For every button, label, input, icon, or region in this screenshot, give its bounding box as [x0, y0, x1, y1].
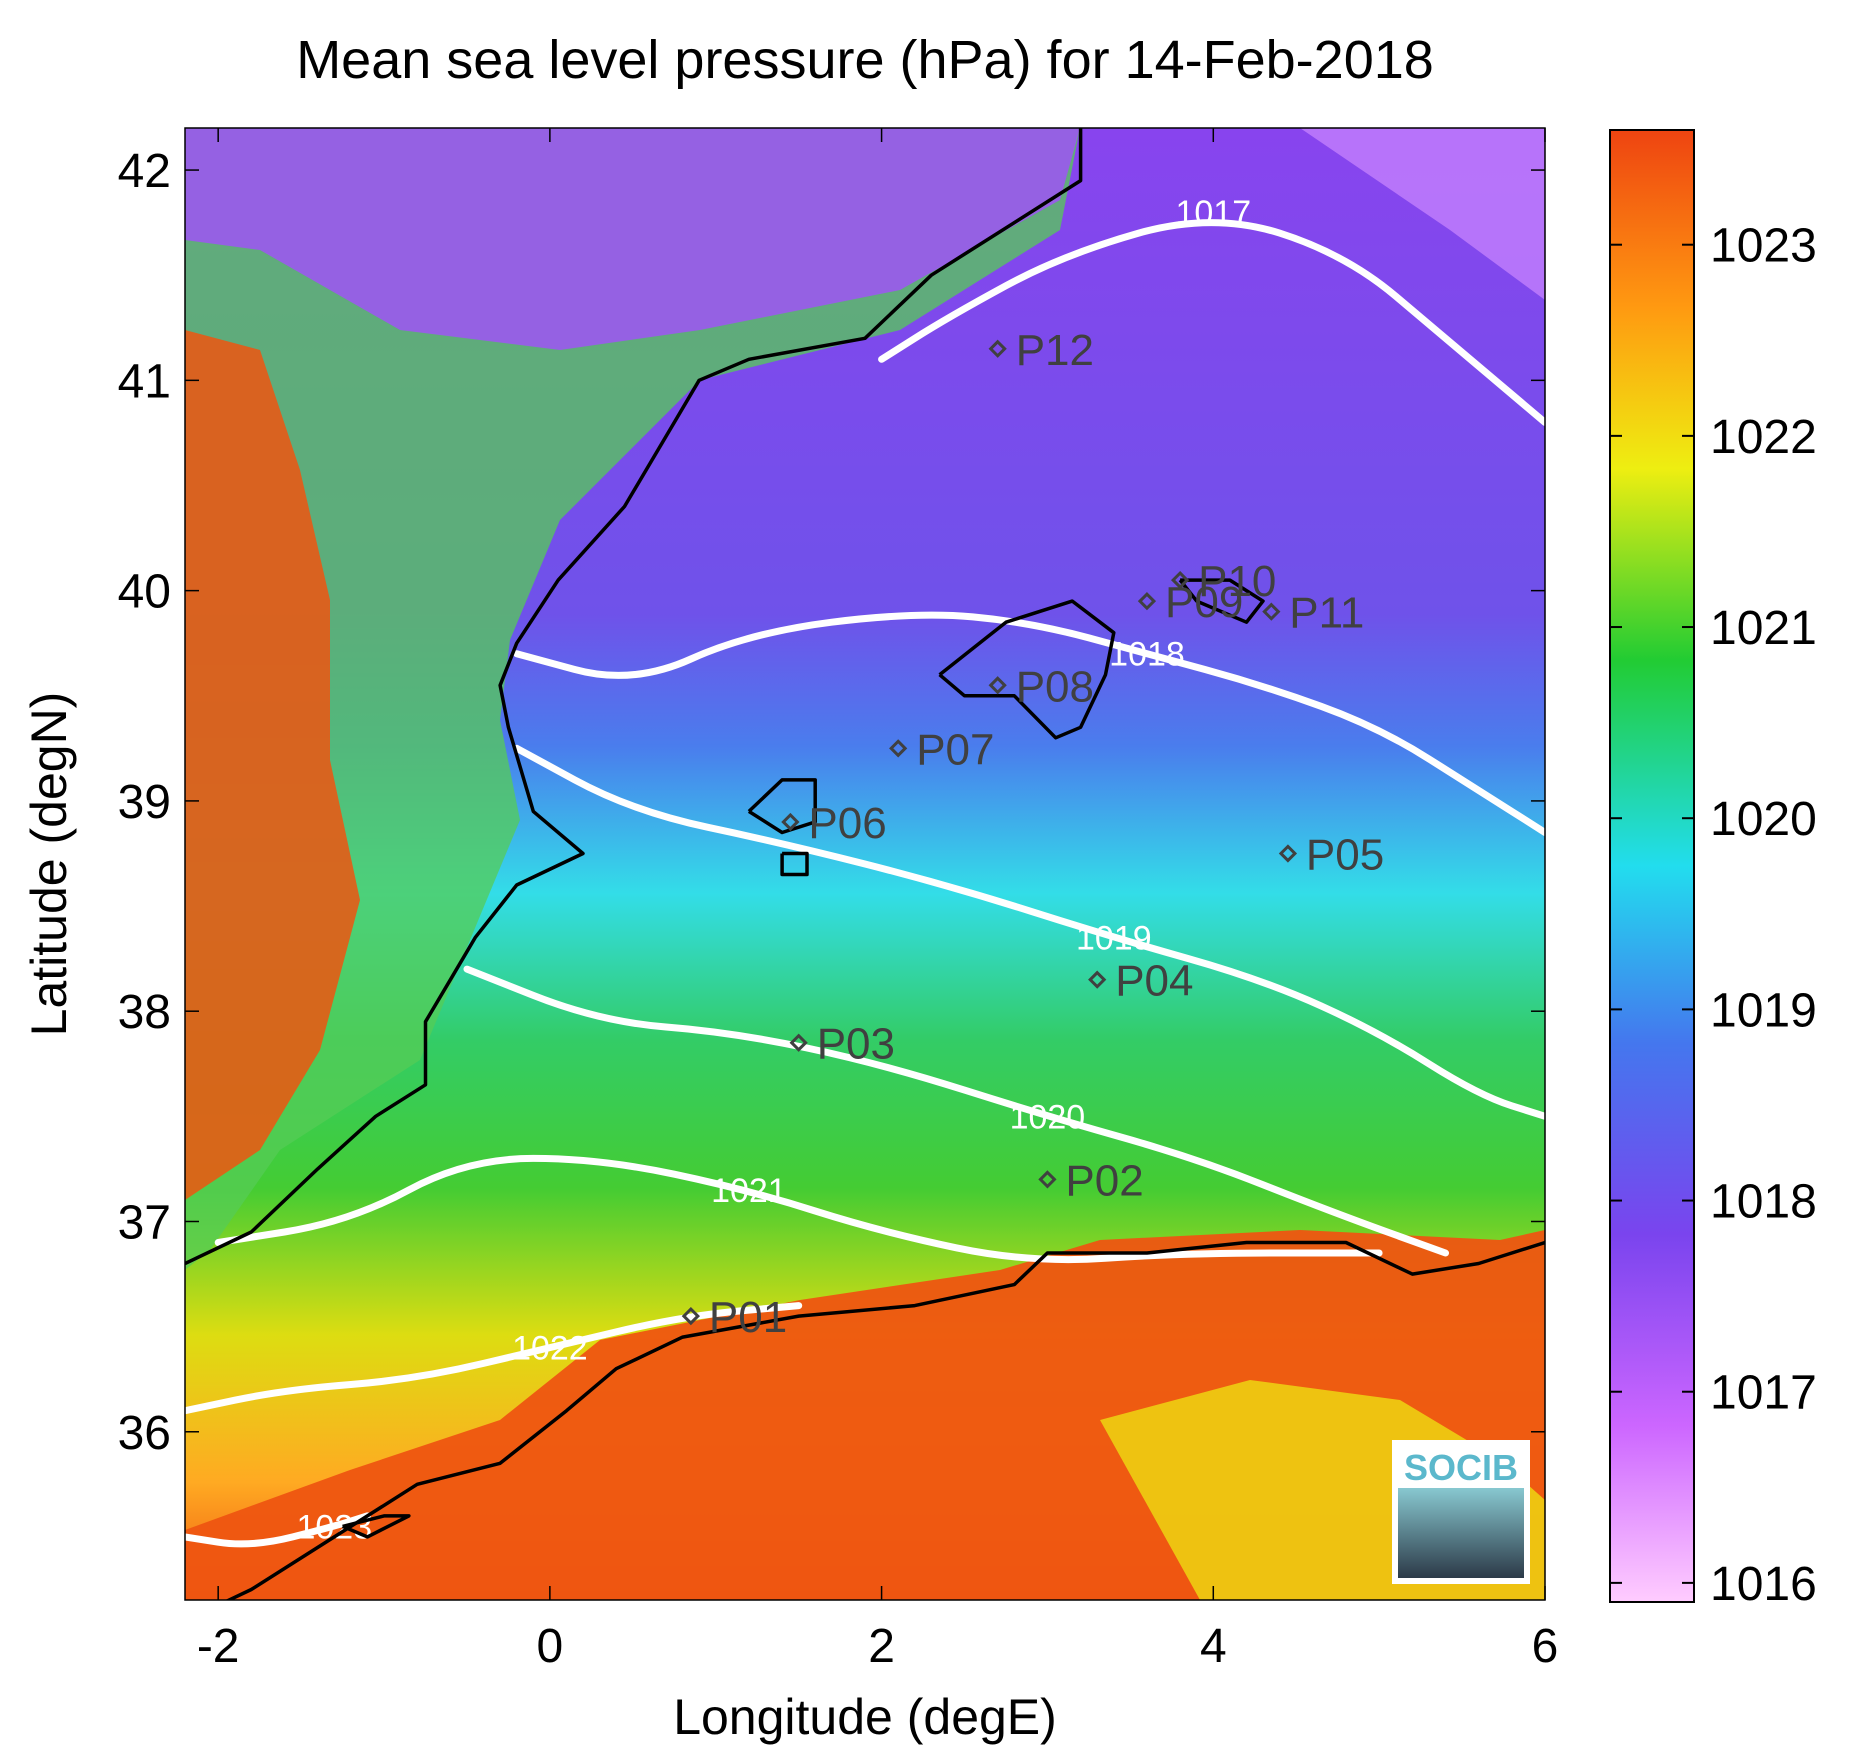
colorbar-tick-label: 1021	[1710, 602, 1817, 655]
land-northeast-sea	[1300, 128, 1545, 300]
y-tick-label: 36	[118, 1407, 171, 1460]
y-tick-label: 37	[118, 1196, 171, 1249]
contour-label: 1018	[1109, 636, 1185, 674]
colorbar-tick-label: 1017	[1710, 1367, 1817, 1420]
coastline	[185, 128, 1083, 1266]
y-tick-label: 42	[118, 145, 171, 198]
station-label: P12	[1016, 326, 1094, 375]
colorbar-tick-label: 1020	[1710, 793, 1817, 846]
station-marker	[988, 339, 1007, 358]
y-tick-label: 41	[118, 355, 171, 408]
x-tick-label: 6	[1532, 1620, 1559, 1673]
contour-line	[185, 1512, 371, 1548]
pressure-field: 1017 1018 1019 1020 1021 1022 1023	[185, 128, 1545, 1600]
contour-line	[878, 219, 1545, 426]
station-label: P10	[1198, 557, 1276, 606]
contour-label: 1019	[1076, 920, 1152, 958]
coastline	[1178, 578, 1265, 624]
station-label: P04	[1115, 957, 1193, 1006]
land-iberia	[185, 128, 1080, 1270]
station-marker	[789, 1033, 808, 1052]
colorbar: 1016 1017 1018 1019 1020 1021 1022 1023	[1609, 129, 1817, 1611]
x-tick-label: 2	[868, 1620, 895, 1673]
station-label: P11	[1289, 589, 1364, 638]
land-iberia-inner	[185, 330, 360, 1200]
station-label: P03	[817, 1020, 895, 1069]
contour-label: 1022	[512, 1330, 588, 1368]
socib-logo: SOCIB	[1392, 1440, 1530, 1584]
station-marker	[1088, 970, 1107, 989]
logo-text: SOCIB	[1404, 1447, 1518, 1488]
station-marker	[681, 1306, 700, 1326]
y-axis-label: Latitude (degN)	[21, 692, 77, 1037]
station-marker	[1262, 602, 1281, 621]
station-marker	[988, 676, 1007, 695]
contour-label: 1021	[711, 1172, 787, 1210]
land-pyrenees	[185, 128, 1080, 350]
colorbar-tick-label: 1023	[1710, 220, 1817, 273]
y-tick-label: 39	[118, 776, 171, 829]
station-label: P08	[1016, 662, 1094, 711]
contour-line	[513, 744, 1545, 1120]
coastline	[341, 1514, 411, 1539]
coastline	[225, 1240, 1545, 1600]
station-label: P01	[709, 1293, 787, 1342]
station-marker	[1038, 1170, 1057, 1189]
colorbar-tick-label: 1019	[1710, 984, 1817, 1037]
x-tick-label: 0	[537, 1620, 564, 1673]
x-axis-label: Longitude (degE)	[673, 1689, 1057, 1745]
station-label: P07	[916, 725, 994, 774]
colorbar-tick-label: 1018	[1710, 1176, 1817, 1229]
contour-line	[513, 611, 1545, 836]
chart-title: Mean sea level pressure (hPa) for 14-Feb…	[296, 30, 1434, 90]
contour-line	[214, 1154, 1383, 1264]
colorbar-tick-label: 1022	[1710, 411, 1817, 464]
station-label: P02	[1065, 1156, 1143, 1205]
y-tick-label: 40	[118, 566, 171, 619]
x-tick-label: -2	[197, 1620, 240, 1673]
station-marker	[1137, 592, 1157, 611]
plot-frame	[184, 127, 1546, 1601]
colorbar-gradient	[1609, 129, 1695, 1603]
contour-line	[185, 1302, 803, 1415]
coastline	[938, 599, 1116, 740]
station-marker	[889, 739, 908, 758]
station-label: P06	[808, 799, 886, 848]
x-tick-label: 4	[1200, 1620, 1227, 1673]
colorbar-tick-label: 1016	[1710, 1558, 1817, 1611]
station-marker	[1278, 844, 1298, 863]
station-marker	[1170, 570, 1190, 590]
contour-label: 1020	[1010, 1098, 1086, 1136]
contour-line	[463, 965, 1449, 1257]
coastline	[780, 851, 809, 877]
y-tick-label: 38	[118, 986, 171, 1039]
contour-label: 1023	[296, 1508, 372, 1546]
station-label: P05	[1306, 831, 1384, 880]
coastline	[747, 778, 817, 835]
station-marker	[781, 812, 800, 832]
contour-label: 1017	[1175, 194, 1251, 232]
